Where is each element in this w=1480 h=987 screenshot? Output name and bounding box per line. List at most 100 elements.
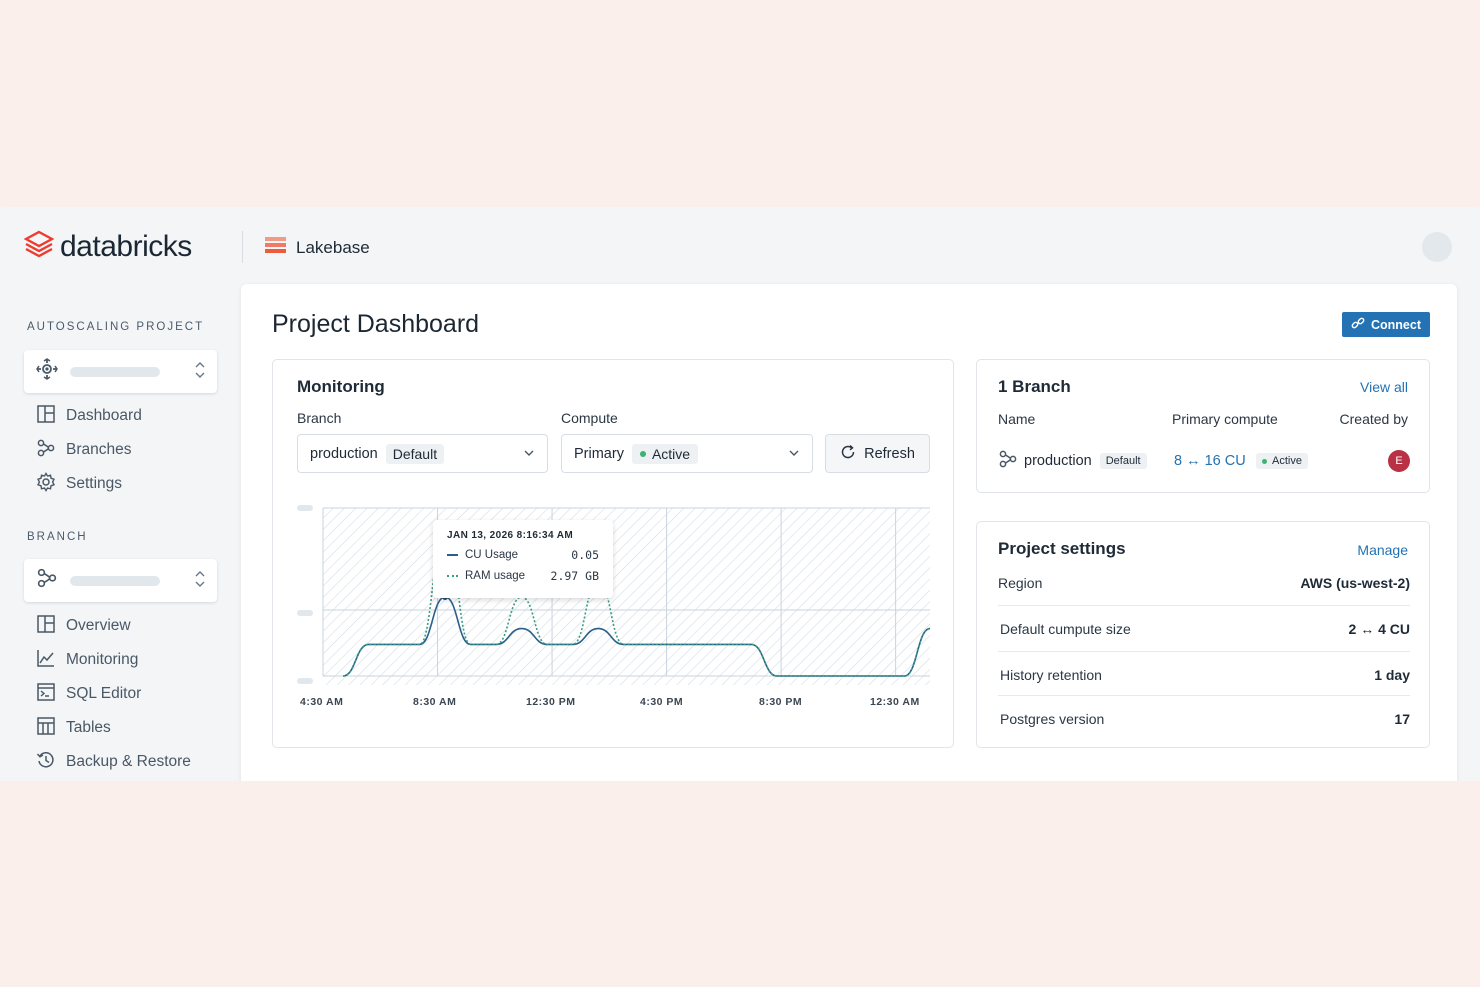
default-tag: Default <box>385 443 445 464</box>
row-divider <box>998 651 1410 652</box>
main-panel: Project Dashboard Connect Monitoring Bra… <box>241 284 1457 781</box>
tooltip-date: JAN 13, 2026 8:16:34 AM <box>447 530 574 541</box>
sidebar: AUTOSCALING PROJECT Dashboard <box>0 285 240 781</box>
sidebar-item-label: Tables <box>66 719 111 736</box>
compute-range-link[interactable]: 8 ↔ 16 CU <box>1174 453 1246 469</box>
status-dot-icon <box>639 450 646 457</box>
sidebar-item-branches[interactable]: Branches <box>36 433 142 467</box>
branch-icon <box>998 449 1018 474</box>
branch-field-label: Branch <box>297 410 342 426</box>
branch-select[interactable]: production Default <box>297 434 548 473</box>
line-chart-icon <box>36 648 56 673</box>
status-badge: Active <box>631 443 699 464</box>
updown-chevron-icon <box>195 360 205 383</box>
column-header-name: Name <box>998 411 1036 427</box>
branch-icon <box>36 438 56 463</box>
setting-row-region: Region AWS (us-west-2) <box>998 575 1410 591</box>
settings-title: Project settings <box>998 539 1126 558</box>
branches-title: 1 Branch <box>998 377 1071 396</box>
project-selector[interactable] <box>24 350 217 393</box>
sidebar-item-overview[interactable]: Overview <box>36 609 191 643</box>
sidebar-item-sql-editor[interactable]: SQL Editor <box>36 677 191 711</box>
history-icon <box>36 750 56 775</box>
overview-icon <box>36 614 56 639</box>
chevron-down-icon <box>788 447 800 463</box>
table-row[interactable]: production Default 8 ↔ 16 CU Active E <box>998 448 1410 474</box>
lakebase-icon <box>265 235 286 260</box>
page-title: Project Dashboard <box>272 310 480 338</box>
branch-section-label: BRANCH <box>27 531 88 543</box>
sidebar-item-settings[interactable]: Settings <box>36 467 142 501</box>
monitoring-card: Monitoring Branch production Default Com… <box>272 359 954 748</box>
refresh-button[interactable]: Refresh <box>825 434 930 473</box>
tooltip-cu-value: 0.05 <box>571 548 599 562</box>
brand-name: databricks <box>60 229 192 263</box>
branch-icon <box>36 567 58 594</box>
branch-selector[interactable] <box>24 559 217 602</box>
row-divider <box>998 695 1410 696</box>
sidebar-item-label: Backup & Restore <box>66 753 191 770</box>
dotted-line-legend-icon <box>447 575 458 577</box>
x-tick-label: 12:30 PM <box>526 696 576 708</box>
branch-name-placeholder <box>70 575 160 586</box>
y-tick-placeholder <box>297 678 313 684</box>
creator-avatar[interactable]: E <box>1388 450 1410 472</box>
connect-button[interactable]: Connect <box>1342 312 1430 337</box>
x-tick-label: 4:30 PM <box>640 696 684 708</box>
default-tag: Default <box>1099 453 1147 469</box>
branch-name[interactable]: production <box>1024 453 1092 469</box>
setting-value: 17 <box>1394 711 1410 727</box>
dashboard-icon <box>36 404 56 429</box>
updown-chevron-icon <box>195 569 205 592</box>
sidebar-item-monitoring[interactable]: Monitoring <box>36 643 191 677</box>
status-label: Active <box>1272 455 1302 467</box>
sidebar-item-tables[interactable]: Tables <box>36 711 191 745</box>
topbar-divider <box>242 231 243 263</box>
status-dot-icon <box>1262 458 1267 464</box>
databricks-logo[interactable]: databricks <box>23 229 192 264</box>
setting-value: 2 ↔ 4 CU <box>1348 621 1410 637</box>
view-all-link[interactable]: View all <box>1360 379 1408 395</box>
setting-value: AWS (us-west-2) <box>1300 575 1410 591</box>
sidebar-item-dashboard[interactable]: Dashboard <box>36 399 142 433</box>
tooltip-row-ram: RAM usage 2.97 GB <box>447 569 599 583</box>
setting-row-postgres: Postgres version 17 <box>998 711 1410 727</box>
y-tick-placeholder <box>297 505 313 511</box>
column-header-created: Created by <box>1339 411 1408 427</box>
terminal-icon <box>36 682 56 707</box>
setting-label: Default cumpute size <box>1000 621 1131 637</box>
setting-row-history: History retention 1 day <box>998 667 1410 683</box>
chart-plot-area <box>323 508 930 685</box>
compute-select-value: Primary <box>574 445 624 462</box>
product-switcher[interactable]: Lakebase <box>265 235 370 260</box>
user-avatar[interactable] <box>1422 232 1452 262</box>
connect-label: Connect <box>1371 317 1421 332</box>
usage-chart-svg <box>297 505 931 685</box>
app-window: databricks Lakebase AUTOSCALING PROJECT <box>0 207 1480 781</box>
monitoring-title: Monitoring <box>297 377 385 396</box>
x-tick-label: 4:30 AM <box>300 696 344 708</box>
sidebar-item-backup-restore[interactable]: Backup & Restore <box>36 745 191 779</box>
setting-label: History retention <box>1000 667 1102 683</box>
setting-label: Region <box>998 575 1043 591</box>
tooltip-cu-label: CU Usage <box>465 549 519 561</box>
sidebar-item-label: Settings <box>66 475 123 492</box>
branch-nav: Overview Monitoring SQL Editor Tables <box>36 609 191 779</box>
refresh-label: Refresh <box>864 445 915 462</box>
project-name-placeholder <box>70 366 160 377</box>
compute-select[interactable]: Primary Active <box>561 434 813 473</box>
link-icon <box>1351 316 1365 333</box>
x-tick-label: 8:30 PM <box>759 696 803 708</box>
refresh-icon <box>840 444 856 464</box>
sidebar-item-label: Branches <box>66 441 132 458</box>
branch-select-value: production <box>310 445 378 462</box>
manage-link[interactable]: Manage <box>1357 542 1408 558</box>
project-settings-card: Project settings Manage Region AWS (us-w… <box>976 521 1430 748</box>
sidebar-item-label: Monitoring <box>66 651 139 668</box>
x-tick-label: 12:30 AM <box>870 696 920 708</box>
chevron-down-icon <box>523 447 535 463</box>
tooltip-row-cu: CU Usage 0.05 <box>447 548 599 562</box>
sidebar-item-label: SQL Editor <box>66 685 142 702</box>
gear-icon <box>36 471 56 497</box>
top-bar: databricks Lakebase <box>0 207 1480 285</box>
